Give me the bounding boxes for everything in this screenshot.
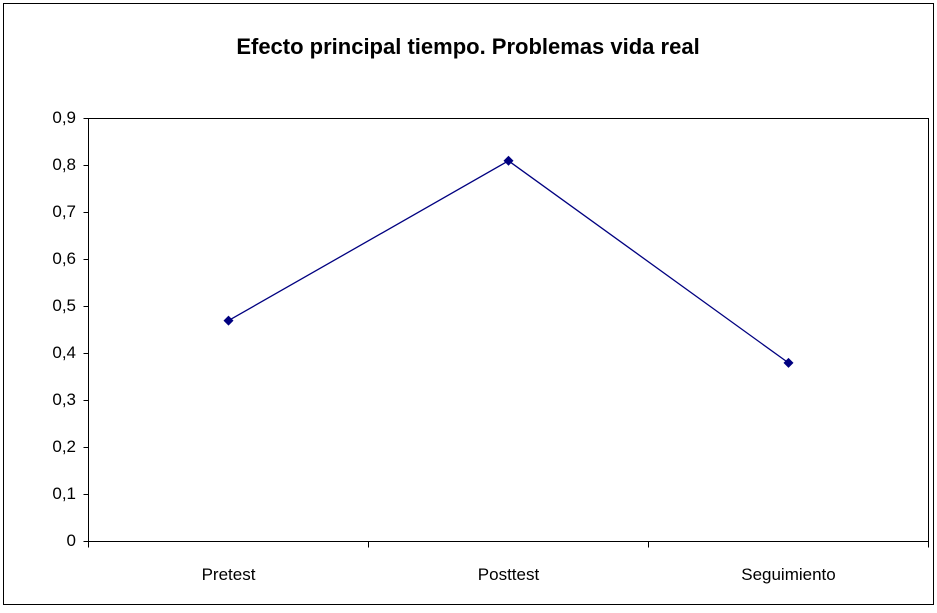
y-tick-label: 0,7 [52,202,76,221]
point-marker [223,315,234,326]
point-marker [503,155,514,166]
y-tick-label: 0,5 [52,296,76,315]
point-marker [783,357,794,368]
y-tick-label: 0,6 [52,249,76,268]
y-tick-label: 0,3 [52,390,76,409]
x-tick-label: Seguimiento [741,565,836,584]
plot-area [88,118,929,542]
y-tick-label: 0 [67,531,76,550]
y-tick-label: 0,4 [52,343,76,362]
y-tick-label: 0,2 [52,437,76,456]
y-tick-label: 0,1 [52,484,76,503]
x-tick-label: Pretest [202,565,256,584]
x-tick-label: Posttest [478,565,540,584]
y-tick-label: 0,8 [52,155,76,174]
chart-title: Efecto principal tiempo. Problemas vida … [236,34,699,59]
y-tick-label: 0,9 [52,108,76,127]
